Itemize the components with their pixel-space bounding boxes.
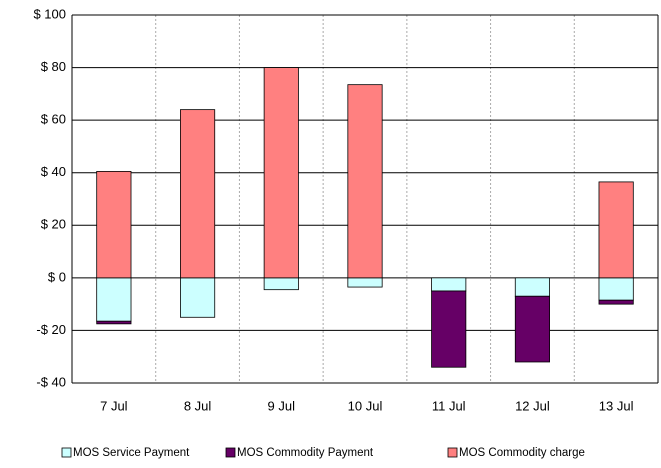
legend-label: MOS Commodity Payment	[237, 447, 374, 459]
y-tick-label: $ 100	[33, 6, 66, 21]
bar-segment	[96, 320, 132, 325]
bar-segment	[96, 277, 132, 322]
y-tick-label: $ 20	[41, 217, 66, 232]
bar-segment	[347, 277, 383, 288]
y-tick-label: $ 60	[41, 112, 66, 127]
bar-segment	[598, 277, 634, 301]
y-tick-label: $ 40	[41, 164, 66, 179]
x-tick-label: 11 Jul	[432, 398, 466, 413]
legend-label: MOS Service Payment	[73, 447, 190, 459]
x-tick-label: 13 Jul	[599, 398, 634, 413]
legend-swatch	[61, 447, 72, 458]
x-tick-label: 10 Jul	[348, 398, 383, 413]
bar-segment	[598, 299, 634, 305]
bar-segment	[598, 181, 634, 279]
y-tick-label: $ 0	[48, 269, 66, 284]
bar-segment	[180, 277, 216, 318]
x-tick-label: 8 Jul	[184, 398, 212, 413]
bar-segment	[514, 277, 550, 297]
bar-segment	[263, 67, 299, 279]
y-tick-label: -$ 20	[36, 322, 66, 337]
legend-swatch	[225, 447, 236, 458]
x-tick-label: 12 Jul	[515, 398, 550, 413]
legend-swatch	[447, 447, 458, 458]
y-tick-label: $ 80	[41, 59, 66, 74]
x-tick-label: 9 Jul	[268, 398, 296, 413]
bar-segment	[514, 295, 550, 363]
legend-label: MOS Commodity charge	[459, 447, 585, 459]
bar-segment	[347, 84, 383, 279]
x-tick-label: 7 Jul	[100, 398, 128, 413]
bar-segment	[263, 277, 299, 291]
bar-segment	[180, 109, 216, 279]
bar-segment	[96, 170, 132, 279]
bar-segment	[431, 277, 467, 292]
bar-segment	[431, 290, 467, 368]
y-tick-label: -$ 40	[36, 374, 66, 389]
